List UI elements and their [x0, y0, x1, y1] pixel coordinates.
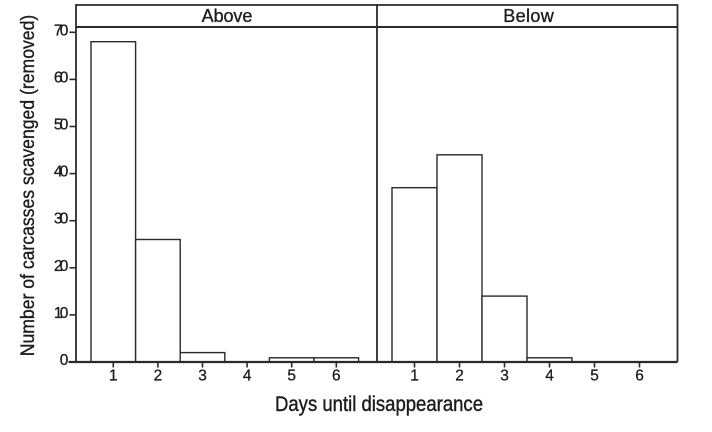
- svg-text:60: 60: [54, 69, 68, 86]
- svg-text:0: 0: [60, 352, 69, 369]
- svg-text:2: 2: [455, 367, 464, 384]
- svg-text:Days until disappearance: Days until disappearance: [275, 393, 483, 416]
- svg-text:50: 50: [54, 117, 68, 134]
- svg-text:Number of carcasses scavenged: Number of carcasses scavenged (removed): [18, 15, 39, 357]
- svg-text:5: 5: [590, 367, 599, 384]
- svg-text:3: 3: [198, 367, 207, 384]
- svg-text:3: 3: [500, 367, 509, 384]
- svg-text:10: 10: [54, 305, 68, 322]
- svg-text:30: 30: [54, 211, 68, 228]
- svg-text:40: 40: [54, 164, 68, 181]
- svg-text:20: 20: [54, 258, 68, 275]
- svg-text:1: 1: [410, 367, 419, 384]
- svg-text:70: 70: [54, 22, 68, 39]
- svg-text:2: 2: [154, 367, 163, 384]
- svg-text:1: 1: [109, 367, 118, 384]
- svg-text:6: 6: [332, 367, 341, 384]
- svg-text:4: 4: [243, 367, 252, 384]
- svg-text:4: 4: [545, 367, 554, 384]
- svg-text:6: 6: [635, 367, 644, 384]
- svg-text:Above: Above: [202, 6, 253, 26]
- svg-text:5: 5: [287, 367, 296, 384]
- svg-text:Below: Below: [503, 6, 555, 26]
